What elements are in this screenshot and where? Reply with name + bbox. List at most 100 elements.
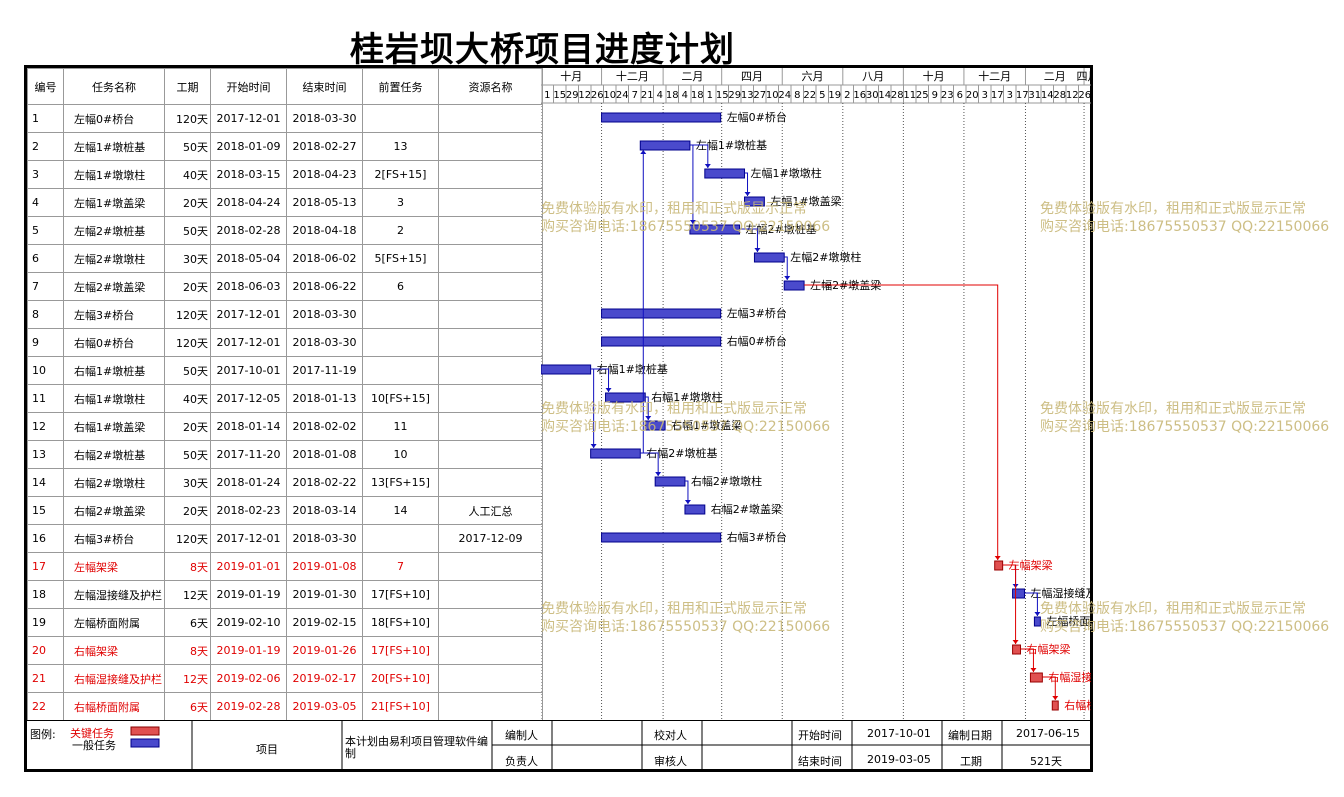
task-row[interactable]: 12 右幅1#墩盖梁 20天 2018-01-14 2018-02-02 11 bbox=[27, 412, 543, 441]
arrow-head bbox=[704, 164, 711, 168]
task-start-cell: 2018-02-28 bbox=[210, 216, 287, 245]
task-name-cell: 左幅架梁 bbox=[63, 552, 165, 581]
task-end-cell: 2017-11-19 bbox=[286, 356, 363, 385]
task-bar bbox=[994, 560, 1004, 571]
bar-label: 左幅1#墩盖梁 bbox=[770, 194, 841, 208]
task-row[interactable]: 9 右幅0#桥台 120天 2017-12-01 2018-03-30 bbox=[27, 328, 543, 357]
task-pred-cell: 13[FS+15] bbox=[362, 468, 439, 497]
day-label: 10 bbox=[603, 90, 616, 101]
task-bar bbox=[1051, 700, 1059, 711]
task-start-cell: 2017-11-20 bbox=[210, 440, 287, 469]
task-row[interactable]: 10 右幅1#墩桩基 50天 2017-10-01 2017-11-19 bbox=[27, 356, 543, 385]
task-id-cell: 15 bbox=[27, 496, 64, 525]
dependency-link bbox=[1042, 676, 1056, 700]
arrow-head bbox=[744, 192, 751, 196]
task-row[interactable]: 3 左幅1#墩墩柱 40天 2018-03-15 2018-04-23 2[FS+15] bbox=[27, 160, 543, 189]
day-label: 28 bbox=[1053, 90, 1066, 101]
task-bar bbox=[590, 448, 641, 459]
bar-label: 右幅桥面附属 bbox=[1064, 698, 1091, 712]
day-label: 24 bbox=[778, 90, 791, 101]
start-label: 开始时间 bbox=[798, 729, 842, 742]
task-dur-cell: 50天 bbox=[164, 132, 211, 161]
day-label: 1 bbox=[544, 90, 550, 101]
task-bar bbox=[644, 420, 666, 431]
task-start-cell: 2018-06-03 bbox=[210, 272, 287, 301]
task-res-cell bbox=[438, 160, 543, 189]
task-id-cell: 7 bbox=[27, 272, 64, 301]
day-label: 6 bbox=[957, 90, 963, 101]
watermark: 免费体验版有水印，租用和正式版显示正常 购买咨询电话:18675550537 QQ… bbox=[541, 201, 831, 235]
task-res-cell bbox=[438, 104, 543, 133]
bar-label: 右幅1#墩墩柱 bbox=[651, 390, 722, 404]
task-row[interactable]: 20 右幅架梁 8天 2019-01-19 2019-01-26 17[FS+10] bbox=[27, 636, 543, 665]
task-id-cell: 18 bbox=[27, 580, 64, 609]
dependency-link bbox=[689, 144, 709, 168]
task-start-cell: 2017-10-01 bbox=[210, 356, 287, 385]
task-name-cell: 右幅1#墩墩柱 bbox=[63, 384, 165, 413]
task-row[interactable]: 8 左幅3#桥台 120天 2017-12-01 2018-03-30 bbox=[27, 300, 543, 329]
task-row[interactable]: 18 左幅湿接缝及护栏 12天 2019-01-19 2019-01-30 17[FS+1… bbox=[27, 580, 543, 609]
task-id-cell: 8 bbox=[27, 300, 64, 329]
task-name-cell: 右幅3#桥台 bbox=[63, 524, 165, 553]
task-dur-cell: 40天 bbox=[164, 160, 211, 189]
arrow-head bbox=[605, 388, 612, 392]
header-id: 编号 bbox=[27, 68, 64, 105]
bar-label: 左幅3#桥台 bbox=[727, 306, 787, 320]
day-label: 9 bbox=[932, 90, 938, 101]
bar-label: 左幅湿接缝及护栏 bbox=[1030, 586, 1091, 600]
day-label: 15 bbox=[716, 90, 729, 101]
task-row[interactable]: 11 右幅1#墩墩柱 40天 2017-12-05 2018-01-13 10[FS+15… bbox=[27, 384, 543, 413]
task-row[interactable]: 16 右幅3#桥台 120天 2017-12-01 2018-03-30 2017-12-… bbox=[27, 524, 543, 553]
task-name-cell: 左幅2#墩桩基 bbox=[63, 216, 165, 245]
dependency-link bbox=[640, 452, 659, 476]
task-row[interactable]: 13 右幅2#墩桩基 50天 2017-11-20 2018-01-08 10 bbox=[27, 440, 543, 469]
task-row[interactable]: 14 右幅2#墩墩柱 30天 2018-01-24 2018-02-22 13[FS+15… bbox=[27, 468, 543, 497]
task-dur-cell: 20天 bbox=[164, 412, 211, 441]
task-start-cell: 2018-02-23 bbox=[210, 496, 287, 525]
arrow-head bbox=[655, 472, 662, 476]
day-label: 4 bbox=[682, 90, 688, 101]
header-resource: 资源名称 bbox=[438, 68, 543, 105]
task-row[interactable]: 6 左幅2#墩墩柱 30天 2018-05-04 2018-06-02 5[FS+15] bbox=[27, 244, 543, 273]
task-pred-cell: 10[FS+15] bbox=[362, 384, 439, 413]
task-name-cell: 左幅1#墩桩基 bbox=[63, 132, 165, 161]
task-name-cell: 右幅1#墩盖梁 bbox=[63, 412, 165, 441]
task-row[interactable]: 21 右幅湿接缝及护栏 12天 2019-02-06 2019-02-17 20[FS+1… bbox=[27, 664, 543, 693]
end-label: 结束时间 bbox=[798, 755, 842, 768]
arrow-head bbox=[689, 220, 696, 224]
task-row[interactable]: 15 右幅2#墩盖梁 20天 2018-02-23 2018-03-14 14 人工汇总 bbox=[27, 496, 543, 525]
task-end-cell: 2018-04-23 bbox=[286, 160, 363, 189]
day-label: 16 bbox=[853, 90, 866, 101]
task-row[interactable]: 19 左幅桥面附属 6天 2019-02-10 2019-02-15 18[FS+10] bbox=[27, 608, 543, 637]
task-res-cell bbox=[438, 692, 543, 721]
chart-frame bbox=[24, 65, 1093, 772]
task-dur-cell: 50天 bbox=[164, 440, 211, 469]
task-row[interactable]: 7 左幅2#墩盖梁 20天 2018-06-03 2018-06-22 6 bbox=[27, 272, 543, 301]
task-name-cell: 右幅1#墩桩基 bbox=[63, 356, 165, 385]
task-row[interactable]: 5 左幅2#墩桩基 50天 2018-02-28 2018-04-18 2 bbox=[27, 216, 543, 245]
task-name-cell: 右幅桥面附属 bbox=[63, 692, 165, 721]
task-row[interactable]: 2 左幅1#墩桩基 50天 2018-01-09 2018-02-27 13 bbox=[27, 132, 543, 161]
task-pred-cell: 3 bbox=[362, 188, 439, 217]
end-value: 2019-03-05 bbox=[867, 753, 931, 766]
task-pred-cell: 5[FS+15] bbox=[362, 244, 439, 273]
task-row[interactable]: 22 右幅桥面附属 6天 2019-02-28 2019-03-05 21[FS+10] bbox=[27, 692, 543, 721]
task-row[interactable]: 4 左幅1#墩盖梁 20天 2018-04-24 2018-05-13 3 bbox=[27, 188, 543, 217]
task-bar bbox=[744, 196, 765, 207]
bar-label: 左幅2#墩桩基 bbox=[746, 222, 817, 236]
date-label: 编制日期 bbox=[948, 729, 992, 742]
dependency-link bbox=[739, 228, 758, 252]
task-pred-cell: 20[FS+10] bbox=[362, 664, 439, 693]
task-start-cell: 2019-02-06 bbox=[210, 664, 287, 693]
task-name-cell: 左幅3#桥台 bbox=[63, 300, 165, 329]
task-res-cell bbox=[438, 664, 543, 693]
task-row[interactable]: 1 左幅0#桥台 120天 2017-12-01 2018-03-30 bbox=[27, 104, 543, 133]
task-bar bbox=[1012, 588, 1025, 599]
task-row[interactable]: 17 左幅架梁 8天 2019-01-01 2019-01-08 7 bbox=[27, 552, 543, 581]
bar-label: 右幅0#桥台 bbox=[727, 334, 787, 348]
task-bar bbox=[1029, 672, 1043, 683]
task-id-cell: 14 bbox=[27, 468, 64, 497]
task-bar bbox=[654, 476, 686, 487]
table-header: 编号 任务名称 工期 开始时间 结束时间 前置任务 资源名称 bbox=[27, 68, 543, 105]
